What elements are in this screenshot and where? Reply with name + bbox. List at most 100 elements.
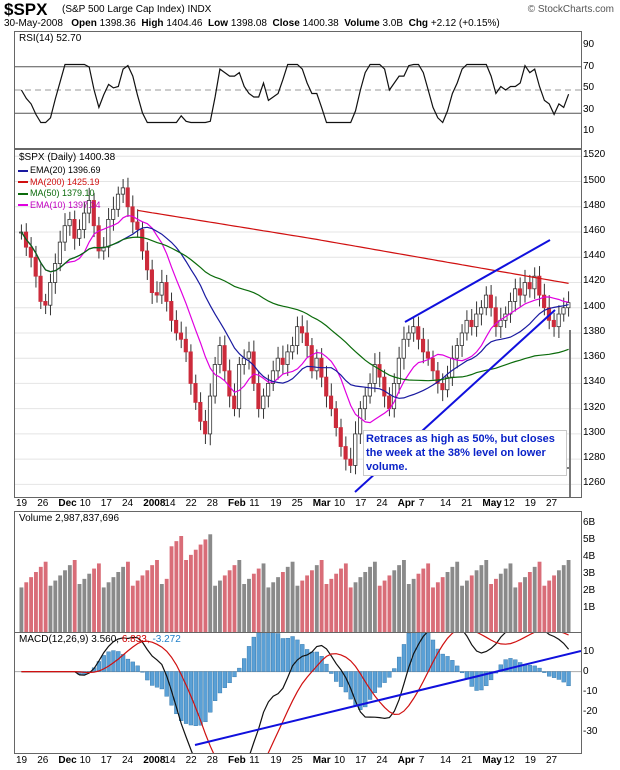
volume-bar	[523, 577, 527, 632]
volume-bar	[295, 585, 300, 632]
volume-bar	[242, 584, 247, 632]
date-tick: 10	[334, 498, 346, 509]
volume-bar	[469, 575, 474, 632]
volume-bar	[532, 566, 537, 632]
macd-signal-line	[21, 633, 569, 753]
volume-bar	[126, 561, 130, 632]
date-tick: 22	[185, 755, 197, 766]
candle-body	[333, 408, 338, 429]
candle-body	[556, 313, 561, 328]
candle-body	[91, 200, 96, 227]
volume-bar	[440, 577, 445, 632]
price-tick: 1420	[583, 275, 606, 287]
macd-histogram-bar	[527, 664, 532, 672]
candle-body	[62, 225, 67, 243]
volume-bar	[155, 560, 159, 632]
date-tick: 26	[37, 755, 49, 766]
candle-body	[261, 395, 266, 410]
macd-tick: -20	[583, 706, 598, 717]
volume-bar	[53, 580, 58, 632]
volume-bar	[561, 565, 566, 632]
volume-bar	[121, 566, 126, 632]
volume-bar	[237, 560, 242, 632]
macd-histogram-bar	[430, 639, 436, 672]
candle-body	[135, 221, 140, 230]
date-tick: Feb	[228, 498, 246, 509]
volume-bar	[106, 582, 111, 632]
volume-bar	[208, 534, 213, 632]
volume-tick: 6B	[583, 517, 596, 528]
macd-histogram-bar	[164, 671, 169, 697]
candle-body	[227, 370, 232, 397]
volume-bar	[484, 560, 489, 632]
date-tick: 2008	[143, 755, 166, 766]
volume-bar	[343, 563, 348, 632]
date-tick: 11	[249, 498, 260, 509]
macd-histogram-bar	[193, 671, 198, 726]
volume-bar	[150, 565, 155, 632]
volume-bar	[213, 585, 218, 632]
open-label: Open	[71, 18, 97, 29]
volume-tick: 2B	[583, 585, 596, 596]
macd-tick: -10	[583, 686, 598, 697]
volume-bar	[372, 561, 377, 632]
date-tick: Apr	[397, 498, 415, 509]
date-tick: 28	[206, 755, 218, 766]
volume-tick: 3B	[583, 568, 596, 579]
macd-histogram-bar	[479, 671, 484, 691]
rsi-plot	[15, 63, 581, 124]
macd-histogram-bar	[498, 664, 503, 672]
stockcharts-logo: © StockCharts.com	[527, 4, 614, 15]
rsi-tick: 70	[583, 60, 595, 72]
volume-bar	[489, 584, 494, 632]
rsi-panel: RSI(14) 52.70	[14, 31, 582, 149]
candle-body	[474, 313, 479, 328]
candle-body	[493, 307, 498, 328]
macd-histogram-bar	[237, 667, 242, 672]
candle-body	[537, 275, 542, 296]
volume-bar	[193, 549, 198, 632]
candle-body	[450, 357, 455, 378]
date-tick: 24	[122, 755, 134, 766]
macd-histogram-bar	[440, 653, 445, 672]
date-tick: Dec	[58, 755, 77, 766]
volume-bar	[566, 560, 571, 632]
candle-body	[304, 332, 309, 346]
volume-bar	[38, 566, 43, 632]
candle-body	[285, 351, 290, 365]
date-tick: Dec	[58, 498, 77, 509]
candle-body	[430, 357, 435, 372]
chg-value: +2.12 (+0.15%)	[430, 18, 500, 29]
volume-bar	[556, 570, 561, 632]
candle-body	[445, 376, 450, 391]
volume-bar	[300, 580, 305, 632]
price-tick: 1500	[583, 174, 606, 186]
candle-body	[198, 401, 203, 422]
date-tick: 25	[291, 755, 303, 766]
candle-body	[43, 301, 48, 306]
price-tick: 1320	[583, 401, 606, 413]
date-tick: 19	[524, 498, 536, 509]
macd-histogram-bar	[106, 651, 111, 672]
volume-bar	[77, 584, 82, 632]
macd-histogram-bar	[401, 644, 407, 672]
volume-bar	[460, 585, 464, 632]
volume-bar	[421, 568, 426, 632]
volume-bar	[256, 568, 261, 632]
candle-body	[343, 446, 348, 460]
volume-bar	[19, 587, 24, 632]
macd-histogram-bar	[435, 648, 440, 672]
volume-bar	[339, 568, 343, 632]
candle-body	[207, 395, 213, 435]
volume-bar	[319, 560, 324, 632]
macd-histogram-bar	[484, 671, 489, 687]
macd-plot	[15, 633, 581, 753]
symbol-title: $SPX	[4, 0, 48, 19]
volume-bar	[290, 561, 295, 632]
date-tick: 12	[503, 498, 515, 509]
macd-histogram-bar	[338, 671, 344, 687]
volume-bar	[145, 570, 150, 632]
macd-histogram-bar	[256, 633, 261, 672]
price-tick: 1360	[583, 351, 606, 363]
candle-body	[454, 345, 460, 359]
